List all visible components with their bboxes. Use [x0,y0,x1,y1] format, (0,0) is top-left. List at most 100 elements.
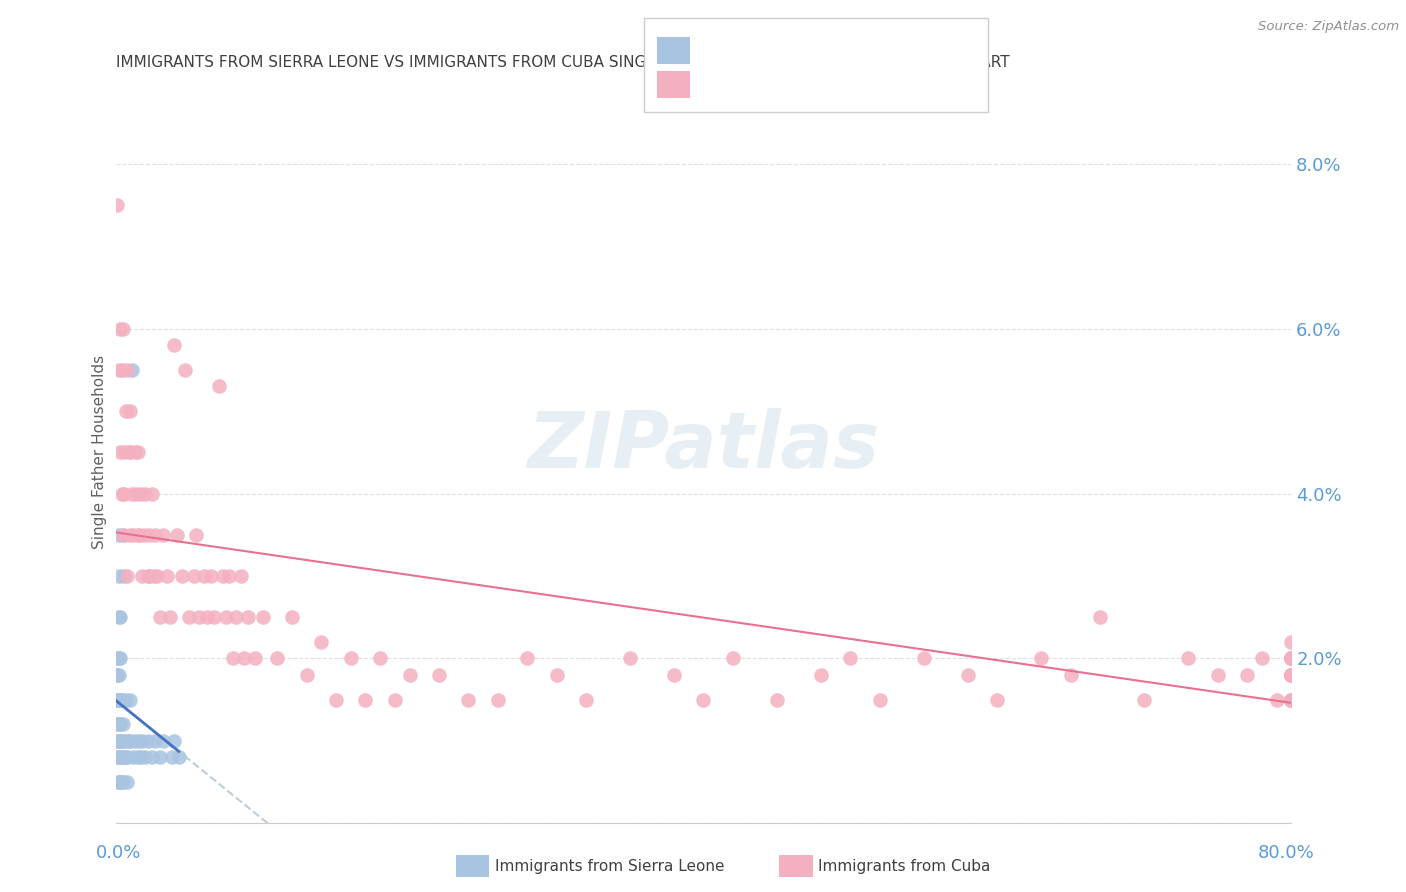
Point [1279,668,1302,682]
Point [107,750,129,764]
Point [131,569,153,583]
Point [457,692,479,706]
Point [115,692,138,706]
Text: R =: R = [697,42,734,60]
Point [156,569,179,583]
Point [111,734,134,748]
Point [200,569,222,583]
Point [105,668,128,682]
Text: N =: N = [827,42,863,60]
Text: IMMIGRANTS FROM SIERRA LEONE VS IMMIGRANTS FROM CUBA SINGLE FATHER HOUSEHOLDS CO: IMMIGRANTS FROM SIERRA LEONE VS IMMIGRAN… [115,55,1010,70]
Point [107,668,129,682]
Point [398,668,420,682]
Point [107,668,129,682]
Point [110,486,132,500]
Text: Source: ZipAtlas.com: Source: ZipAtlas.com [1258,20,1399,33]
Point [127,527,149,541]
Point [281,610,304,624]
Point [121,363,143,377]
Point [142,569,165,583]
Point [149,610,172,624]
Point [195,610,218,624]
Point [149,750,172,764]
Point [124,734,146,748]
Point [121,486,143,500]
Point [1279,651,1302,665]
Point [225,610,247,624]
Point [110,750,132,764]
Point [516,651,538,665]
Point [117,363,139,377]
Text: Immigrants from Sierra Leone: Immigrants from Sierra Leone [495,859,724,873]
Text: 0.0%: 0.0% [96,844,141,862]
Point [1279,651,1302,665]
Point [105,692,128,706]
Point [152,734,174,748]
Point [129,486,152,500]
Point [136,569,159,583]
Point [218,569,240,583]
Point [122,750,145,764]
Point [132,527,155,541]
Point [128,527,150,541]
Point [1251,651,1274,665]
Point [1279,668,1302,682]
Point [159,610,181,624]
Point [152,527,174,541]
Point [115,404,138,418]
Point [1279,651,1302,665]
Point [107,363,129,377]
Point [619,651,641,665]
Point [662,668,685,682]
Point [107,610,129,624]
Point [105,198,128,212]
Point [212,569,235,583]
Text: 0.330: 0.330 [747,42,800,60]
Text: R =: R = [697,76,734,94]
Text: Immigrants from Cuba: Immigrants from Cuba [818,859,991,873]
Point [108,321,131,335]
Point [956,668,979,682]
Point [236,610,259,624]
Point [173,363,195,377]
Point [325,692,347,706]
Point [193,569,215,583]
Point [127,750,149,764]
Point [339,651,361,665]
Point [167,750,190,764]
Point [215,610,238,624]
Text: ZIPatlas: ZIPatlas [527,408,879,484]
Point [766,692,789,706]
Point [136,734,159,748]
Point [128,734,150,748]
Point [1279,692,1302,706]
Point [163,338,186,352]
Point [115,750,138,764]
Point [166,527,188,541]
Point [1279,692,1302,706]
Point [134,486,156,500]
Point [110,734,132,748]
Point [1279,651,1302,665]
Point [546,668,568,682]
Point [114,445,136,459]
Point [108,445,131,459]
Point [1279,668,1302,682]
Point [110,363,132,377]
Point [117,775,139,789]
Point [1236,668,1258,682]
Point [122,527,145,541]
Point [141,486,163,500]
Point [134,750,156,764]
Point [141,750,163,764]
Point [188,610,211,624]
Point [120,445,142,459]
Point [160,750,183,764]
Point [120,692,142,706]
Point [1060,668,1083,682]
Point [266,651,288,665]
Point [110,775,132,789]
Point [1133,692,1156,706]
Point [107,651,129,665]
Point [105,717,128,731]
